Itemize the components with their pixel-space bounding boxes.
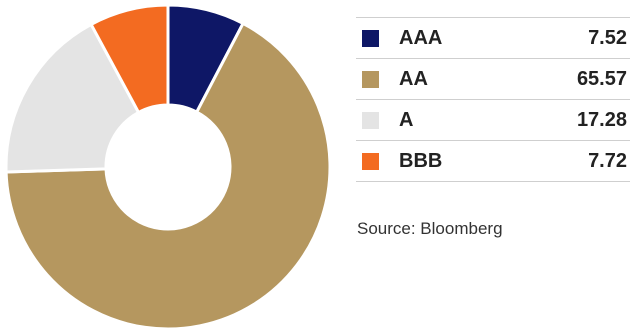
legend-label: A <box>399 108 414 131</box>
legend-label: AAA <box>399 26 443 49</box>
legend-row-bbb: BBB 7.72 <box>356 141 630 182</box>
legend-row-aa: AA 65.57 <box>356 59 630 100</box>
legend-value: 17.28 <box>576 108 627 131</box>
donut-slice-aa <box>4 21 332 329</box>
legend: AAA 7.52 AA 65.57 A 17.28 BBB 7.72 <box>356 17 630 182</box>
legend-swatch-aa <box>362 70 379 88</box>
legend-value: 65.57 <box>576 67 627 90</box>
legend-label: AA <box>399 67 428 90</box>
legend-swatch-aaa <box>362 29 379 47</box>
donut-chart <box>4 3 332 329</box>
legend-value: 7.72 <box>588 149 627 172</box>
donut-slices <box>4 3 332 329</box>
legend-value: 7.52 <box>588 26 627 49</box>
legend-label: BBB <box>399 149 443 172</box>
legend-swatch-bbb <box>362 152 379 170</box>
source-note: Source: Bloomberg <box>357 219 503 238</box>
legend-row-aaa: AAA 7.52 <box>356 18 630 59</box>
legend-swatch-a <box>362 111 379 129</box>
legend-row-a: A 17.28 <box>356 100 630 141</box>
donut-slice-bbb <box>89 3 170 115</box>
donut-slice-a <box>4 22 141 174</box>
